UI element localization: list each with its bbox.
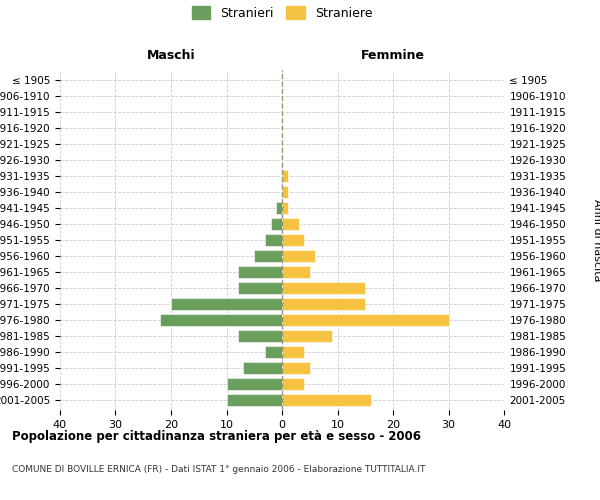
Bar: [282, 346, 304, 358]
Bar: [227, 378, 282, 390]
Bar: [271, 218, 282, 230]
Bar: [282, 234, 304, 246]
Bar: [265, 346, 282, 358]
Bar: [282, 394, 371, 406]
Bar: [282, 250, 316, 262]
Bar: [238, 330, 282, 342]
Bar: [282, 330, 332, 342]
Bar: [282, 202, 287, 214]
Bar: [282, 170, 287, 182]
Bar: [282, 266, 310, 278]
Text: Femmine: Femmine: [361, 49, 425, 62]
Bar: [282, 314, 449, 326]
Bar: [160, 314, 282, 326]
Bar: [238, 266, 282, 278]
Bar: [282, 282, 365, 294]
Bar: [282, 362, 310, 374]
Bar: [265, 234, 282, 246]
Bar: [282, 378, 304, 390]
Bar: [243, 362, 282, 374]
Bar: [282, 186, 287, 198]
Bar: [282, 298, 365, 310]
Bar: [277, 202, 282, 214]
Text: COMUNE DI BOVILLE ERNICA (FR) - Dati ISTAT 1° gennaio 2006 - Elaborazione TUTTIT: COMUNE DI BOVILLE ERNICA (FR) - Dati IST…: [12, 465, 425, 474]
Bar: [282, 218, 299, 230]
Bar: [238, 282, 282, 294]
Legend: Stranieri, Straniere: Stranieri, Straniere: [187, 2, 377, 25]
Text: Anni di nascita: Anni di nascita: [592, 198, 600, 281]
Text: Popolazione per cittadinanza straniera per età e sesso - 2006: Popolazione per cittadinanza straniera p…: [12, 430, 421, 443]
Text: Maschi: Maschi: [146, 49, 196, 62]
Bar: [227, 394, 282, 406]
Bar: [171, 298, 282, 310]
Bar: [254, 250, 282, 262]
